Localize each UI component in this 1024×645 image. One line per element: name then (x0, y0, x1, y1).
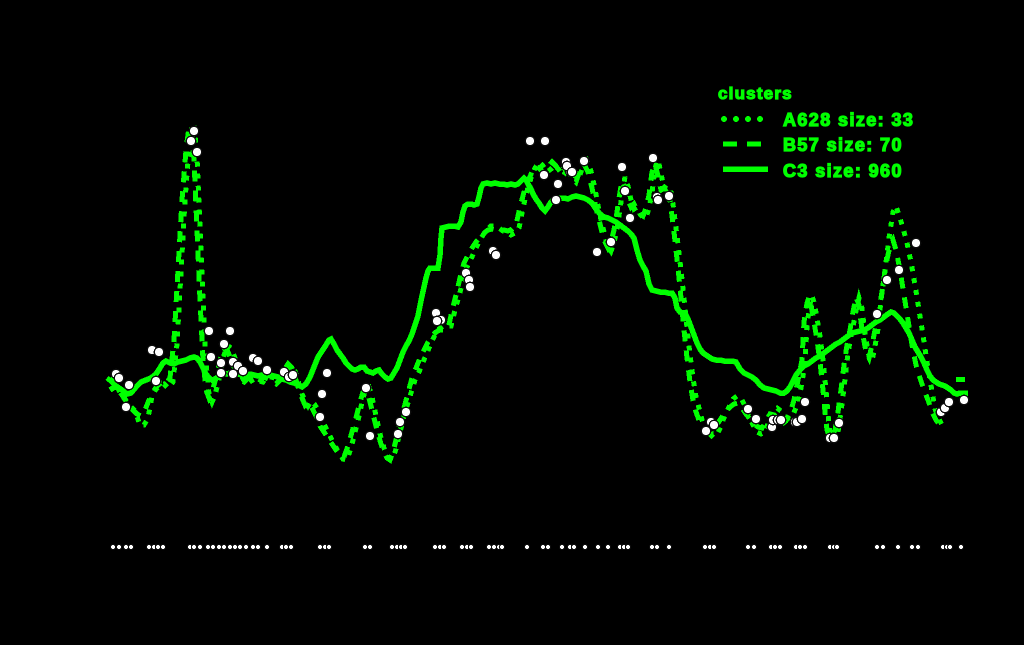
svg-text:A628 size: 33: A628 size: 33 (783, 110, 914, 130)
svg-text:clusters: clusters (718, 84, 793, 103)
svg-text:B57 size: 70: B57 size: 70 (783, 135, 903, 155)
svg-text:C3 size: 960: C3 size: 960 (783, 161, 903, 181)
